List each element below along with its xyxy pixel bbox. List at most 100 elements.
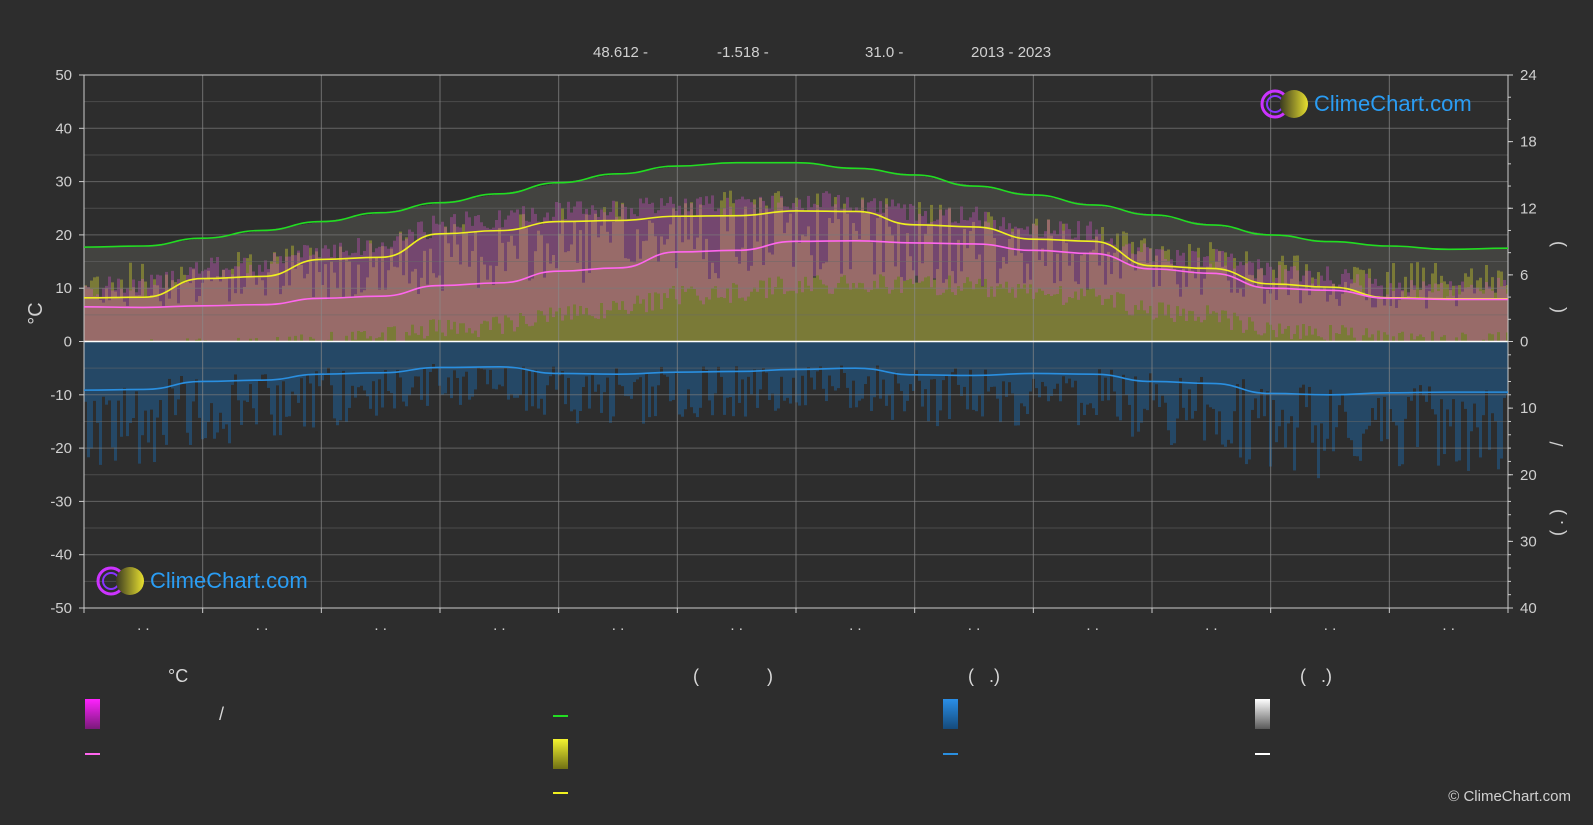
rain-stripe — [789, 341, 792, 404]
rain-stripe — [657, 341, 660, 386]
temperature-stripe — [984, 211, 987, 279]
rain-stripe — [243, 341, 246, 401]
daylight-stripe — [819, 164, 822, 342]
sunshine-stripe — [582, 282, 585, 342]
rain-stripe — [1476, 341, 1479, 428]
sunshine-stripe — [1170, 263, 1173, 342]
sunshine-stripe — [1008, 239, 1011, 342]
temperature-stripe — [1086, 225, 1089, 288]
daylight-stripe — [555, 183, 558, 342]
sunshine-stripe — [651, 222, 654, 342]
rain-stripe — [324, 341, 327, 374]
sunshine-stripe — [1056, 253, 1059, 342]
rain-stripe — [645, 341, 648, 374]
temperature-stripe — [963, 219, 966, 284]
sunshine-stripe — [915, 282, 918, 342]
sunshine-stripe — [663, 244, 666, 342]
temperature-stripe — [663, 205, 666, 294]
sunshine-stripe — [1497, 270, 1500, 342]
temperature-stripe — [759, 196, 762, 281]
rain-stripe — [1020, 341, 1023, 404]
rain-stripe — [1308, 341, 1311, 387]
sunshine-stripe — [372, 267, 375, 342]
sunshine-stripe — [1404, 276, 1407, 342]
rain-stripe — [1461, 341, 1464, 402]
rain-stripe — [741, 341, 744, 380]
sunshine-stripe — [621, 202, 624, 342]
daylight-stripe — [363, 215, 366, 342]
sunshine-stripe — [792, 266, 795, 342]
temperature-stripe — [1035, 225, 1038, 293]
legend-daylight-line — [553, 715, 568, 717]
temperature-stripe — [636, 216, 639, 296]
rain-stripe — [654, 341, 657, 417]
legend-rain-header: ( .) — [968, 666, 1000, 686]
rain-stripe — [354, 341, 357, 398]
temperature-stripe — [465, 211, 468, 333]
temperature-stripe — [1050, 233, 1053, 296]
temperature-stripe — [1407, 292, 1410, 342]
rain-stripe — [261, 341, 264, 375]
sunshine-stripe — [873, 274, 876, 342]
temperature-stripe — [738, 199, 741, 299]
sunshine-stripe — [741, 247, 744, 342]
temperature-stripe — [1431, 292, 1434, 332]
temperature-stripe — [549, 220, 552, 308]
rain-stripe — [822, 341, 825, 389]
temperature-stripe — [951, 222, 954, 293]
temperature-stripe — [897, 203, 900, 277]
rain-stripe — [381, 341, 384, 408]
temperature-stripe — [159, 275, 162, 342]
sunshine-stripe — [810, 255, 813, 342]
sunshine-stripe — [138, 295, 141, 342]
sunshine-stripe — [1458, 285, 1461, 342]
temperature-stripe — [576, 201, 579, 316]
rain-stripe — [642, 341, 645, 424]
daylight-stripe — [1059, 199, 1062, 342]
daylight-stripe — [825, 165, 828, 342]
logo-bottom-left[interactable]: ClimeChart.com — [94, 564, 308, 598]
sunshine-stripe — [567, 251, 570, 342]
rain-stripe — [288, 341, 291, 417]
sunshine-stripe — [975, 259, 978, 342]
daylight-stripe — [792, 162, 795, 342]
sunshine-stripe — [1329, 294, 1332, 342]
rain-stripe — [561, 341, 564, 372]
daylight-stripe — [1329, 241, 1332, 342]
rain-stripe — [1452, 341, 1455, 400]
sunshine-stripe — [204, 277, 207, 342]
logo-top-right[interactable]: ClimeChart.com — [1258, 87, 1472, 121]
rain-stripe — [723, 341, 726, 415]
temperature-stripe — [600, 209, 603, 304]
temperature-stripe — [285, 256, 288, 342]
sunshine-stripe — [645, 240, 648, 342]
daylight-stripe — [768, 162, 771, 342]
sunshine-stripe — [1152, 286, 1155, 342]
temperature-stripe — [411, 231, 414, 325]
sunshine-stripe — [474, 231, 477, 342]
daylight-stripe — [1086, 203, 1089, 342]
temperature-stripe — [1158, 249, 1161, 303]
sunshine-stripe — [753, 199, 756, 342]
daylight-stripe — [1335, 241, 1338, 342]
temperature-stripe — [1299, 281, 1302, 339]
daylight-stripe — [264, 230, 267, 342]
temperature-stripe — [657, 210, 660, 294]
temperature-stripe — [1344, 269, 1347, 328]
rain-stripe — [555, 341, 558, 390]
daylight-stripe — [102, 246, 105, 342]
sunshine-stripe — [405, 237, 408, 342]
daylight-stripe — [486, 195, 489, 342]
temperature-stripe — [954, 221, 957, 296]
rain-stripe — [987, 341, 990, 392]
sunshine-stripe — [849, 269, 852, 342]
sunshine-stripe — [1401, 291, 1404, 342]
sunshine-stripe — [318, 272, 321, 342]
rain-stripe — [897, 341, 900, 384]
copyright: © ClimeChart.com — [1448, 788, 1571, 805]
sunshine-stripe — [219, 281, 222, 342]
rain-stripe — [660, 341, 663, 367]
temperature-stripe — [1101, 244, 1104, 305]
rain-stripe — [1350, 341, 1353, 441]
daylight-stripe — [360, 215, 363, 342]
